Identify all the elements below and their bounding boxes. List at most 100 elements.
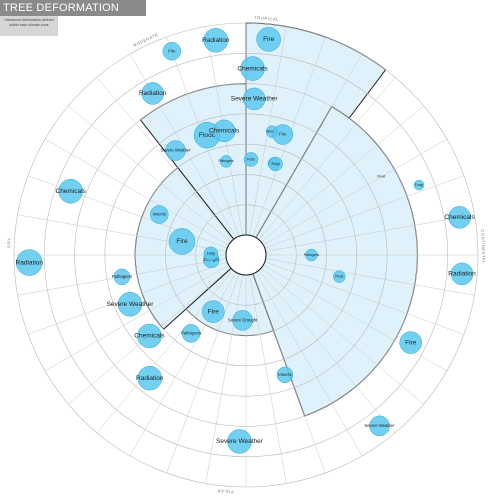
bubble-circle-29 — [58, 178, 83, 204]
spoke-170 — [249, 274, 287, 484]
bubble-circle-19 — [369, 415, 390, 437]
bubble-label-20: Pathogens — [304, 253, 320, 257]
bubble-label-12: Pests — [247, 157, 255, 161]
bubble-label-31: Fire — [176, 238, 188, 245]
bubble-label-15: Flood — [377, 175, 385, 179]
bubble-17: Radiation — [448, 262, 476, 286]
spoke-140 — [258, 270, 396, 433]
bubble-label-23: Fire — [208, 308, 220, 315]
bubble-label-36: Fungi — [207, 252, 215, 256]
zone-label-1: CONTINENTAL — [480, 229, 486, 264]
bubble-label-4: Chemicals — [237, 65, 268, 72]
bubble-28: Severe Weather — [216, 429, 264, 454]
bubble-33: Pathogens — [112, 268, 132, 286]
bubble-12: Pests — [243, 152, 259, 167]
bubble-0: Fire — [256, 27, 281, 52]
spoke-30 — [255, 53, 363, 238]
bubble-label-9: Fire — [279, 132, 287, 137]
bubble-circle-36 — [203, 246, 219, 262]
bubble-label-29: Chemicals — [56, 188, 87, 195]
bubble-circle-12 — [243, 152, 259, 167]
bubble-31: Fire — [168, 228, 196, 255]
bubble-circle-13 — [219, 155, 233, 168]
bubble-26: Pathogens — [181, 324, 201, 343]
bubble-circle-25 — [137, 323, 162, 349]
bubble-circle-26 — [181, 324, 201, 343]
bubble-label-37: Severe Drought — [228, 317, 258, 322]
bubble-circle-5 — [242, 87, 266, 111]
spoke-120 — [263, 264, 448, 372]
bubble-36: Fungi — [203, 246, 219, 262]
bubble-circle-21 — [333, 270, 346, 283]
zone-label-0: TROPICAL — [254, 15, 279, 22]
bubble-23: Fire — [202, 300, 225, 323]
bubble-circle-33 — [113, 268, 131, 286]
bubble-label-16: Chemicals — [444, 214, 475, 221]
bubble-25: Chemicals — [134, 323, 165, 349]
bubble-label-24: Radiation — [136, 375, 164, 382]
bubble-label-33: Pathogens — [112, 274, 132, 279]
bubble-30: Radiation — [16, 249, 44, 276]
bubble-5: Severe Weather — [231, 87, 278, 111]
zone-label-3: DRY — [6, 237, 12, 247]
bubble-circle-17 — [450, 262, 474, 286]
zone-label-2: POLAR — [217, 488, 234, 494]
bubble-circle-37 — [232, 310, 253, 331]
bubble-label-7: Chemicals — [209, 128, 240, 135]
bubble-label-17: Radiation — [448, 271, 476, 278]
spoke-310 — [68, 105, 231, 243]
bubble-label-13: Pathogens — [218, 159, 234, 163]
bubble-10: Severe Weather — [160, 140, 191, 161]
bubble-circle-10 — [165, 140, 186, 161]
bubble-circle-22 — [413, 179, 425, 191]
spoke-300 — [44, 138, 229, 246]
spoke-220 — [96, 270, 234, 433]
bubble-label-32: Severe Weather — [107, 301, 155, 308]
spoke-80 — [265, 214, 475, 252]
spoke-130 — [261, 267, 424, 405]
spoke-240 — [44, 264, 229, 372]
chart-title: TREE DEFORMATION VISUALIZATION — [0, 0, 146, 30]
bubble-circle-7 — [212, 119, 236, 143]
bubble-circle-28 — [227, 429, 252, 454]
spoke-190 — [205, 274, 243, 484]
bubble-label-14: Fungi — [272, 162, 280, 166]
bubble-label-27: Insects — [278, 372, 291, 377]
bubble-label-18: Fire — [405, 339, 417, 346]
bubble-16: Chemicals — [444, 206, 475, 229]
bubble-circle-0 — [256, 27, 281, 52]
spoke-150 — [255, 272, 363, 457]
center-hole — [225, 234, 267, 276]
bubble-label-30: Radiation — [16, 259, 44, 266]
bubble-9: Fire — [272, 124, 294, 145]
spoke-40 — [258, 77, 396, 240]
bubble-circle-34 — [150, 205, 169, 224]
bubble-label-34: Insects — [153, 212, 166, 217]
bubble-34: Insects — [150, 205, 169, 224]
bubble-20: Pathogens — [304, 248, 320, 262]
bubble-27: Insects — [276, 366, 294, 384]
bubble-19: Severe Weather — [364, 415, 395, 437]
spoke-60 — [263, 138, 448, 246]
bubble-circle-32 — [117, 291, 143, 317]
bubble-circle-14 — [268, 156, 283, 172]
bubble-15: Flood — [377, 175, 385, 179]
bubble-label-21: Pests — [335, 274, 343, 278]
bubble-2: Fire — [162, 41, 182, 61]
bubble-circle-18 — [399, 331, 422, 354]
bubble-label-3: Radiation — [139, 90, 167, 97]
bubble-circle-16 — [448, 206, 471, 229]
bubble-circle-31 — [168, 228, 196, 255]
bubble-label-1: Radiation — [202, 37, 230, 44]
bubble-label-10: Severe Weather — [160, 148, 191, 153]
spoke-200 — [166, 273, 240, 474]
bubble-label-6: Flood — [199, 132, 216, 139]
bubble-label-25: Chemicals — [134, 333, 165, 340]
bubble-37: Severe Drought — [228, 310, 258, 331]
bubble-label-19: Severe Weather — [364, 423, 395, 428]
bubble-13: Pathogens — [218, 155, 234, 168]
bubble-22: Fungi — [413, 179, 425, 191]
bubble-32: Severe Weather — [107, 291, 155, 317]
chart-subtitle: Hardwood deformation defined within each… — [0, 16, 58, 36]
